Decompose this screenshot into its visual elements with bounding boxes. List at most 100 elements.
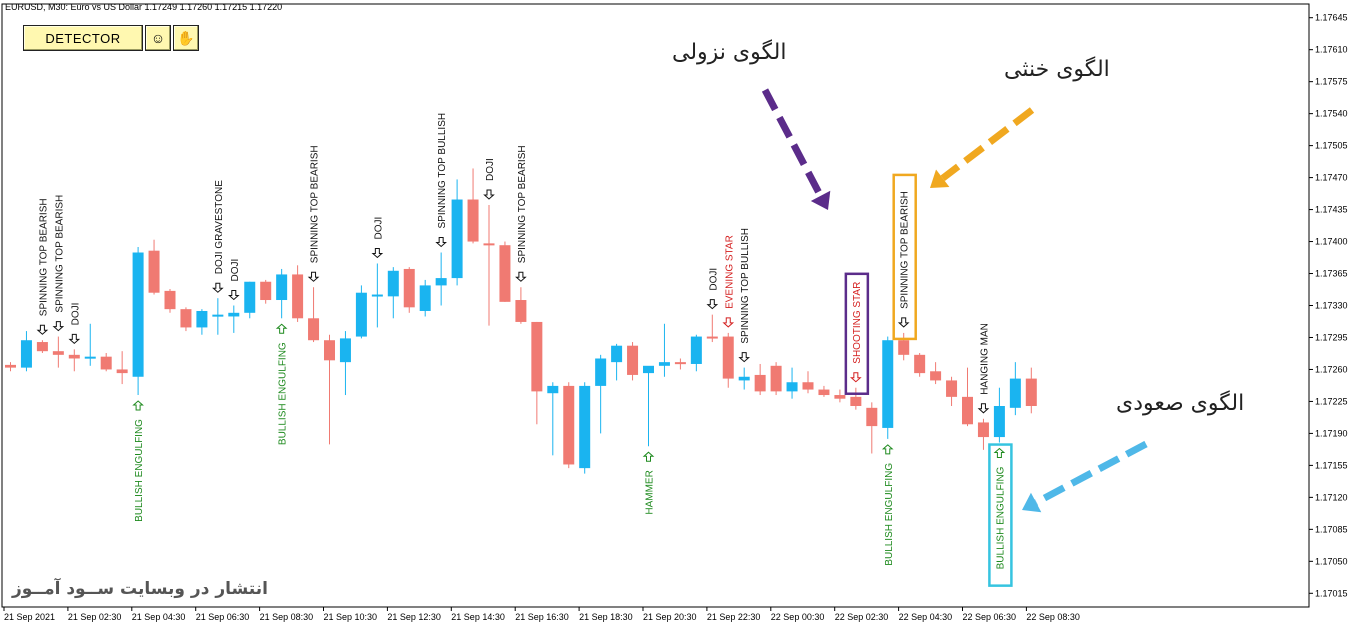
candle-body: [212, 314, 224, 317]
candle: [834, 389, 846, 403]
pattern-label: HAMMER: [642, 451, 656, 515]
candle: [483, 205, 495, 326]
pattern-text: SPINNING TOP BEARISH: [38, 198, 49, 316]
candle: [786, 367, 798, 399]
candle-body: [180, 309, 192, 328]
candle-body: [754, 374, 766, 392]
pattern-label: SPINNING TOP BULLISH: [738, 228, 751, 363]
candle-body: [770, 365, 782, 392]
bearish-pattern-title: الگوی نزولی: [672, 40, 787, 65]
candle-body: [339, 338, 351, 363]
hand-icon[interactable]: ✋: [173, 25, 199, 51]
candle-body: [993, 406, 1005, 438]
candle-body: [5, 364, 16, 368]
candle: [339, 331, 351, 396]
candle-body: [547, 385, 559, 394]
arrow-down-icon: [52, 321, 65, 332]
pattern-text: SPINNING TOP BEARISH: [310, 145, 321, 263]
candle: [993, 387, 1005, 443]
y-tick-label: 1.17260: [1315, 364, 1348, 374]
pattern-text: SPINNING TOP BEARISH: [900, 191, 911, 309]
pattern-label: BULLISH ENGULFING: [275, 323, 289, 445]
candle: [212, 298, 224, 335]
candle-body: [116, 369, 128, 374]
arrow-down-icon: [515, 271, 527, 282]
candle-body: [100, 356, 112, 370]
candle-body: [802, 382, 814, 390]
candle: [180, 307, 192, 332]
candle: [324, 334, 335, 445]
candle: [419, 279, 431, 317]
y-tick-label: 1.17470: [1315, 173, 1348, 183]
candle-body: [611, 345, 623, 363]
candle: [674, 358, 686, 370]
pattern-label: DOJI: [68, 303, 81, 345]
candle: [228, 305, 240, 333]
smiley-icon[interactable]: ☺: [145, 25, 171, 51]
neutral-pattern-title: الگوی خنثی: [1004, 57, 1110, 82]
pattern-text: SPINNING TOP BEARISH: [517, 145, 528, 263]
candle-body: [355, 292, 367, 337]
x-tick-label: 22 Sep 02:30: [835, 612, 889, 622]
arrow-down-icon: [738, 352, 751, 363]
pattern-label: SPINNING TOP BEARISH: [52, 195, 65, 332]
detector-button[interactable]: DETECTOR: [23, 25, 143, 51]
pattern-label: SPINNING TOP BEARISH: [892, 173, 917, 341]
candle-body: [977, 422, 989, 438]
candle-body: [467, 199, 479, 242]
pattern-text: SPINNING TOP BEARISH: [54, 195, 65, 313]
x-tick-label: 21 Sep 14:30: [451, 612, 505, 622]
candle-body: [276, 274, 288, 301]
candle: [722, 332, 734, 388]
candle: [515, 287, 527, 324]
y-tick-label: 1.17365: [1315, 269, 1348, 279]
candle: [611, 343, 623, 381]
y-tick-label: 1.17400: [1315, 237, 1348, 247]
y-tick-label: 1.17330: [1315, 301, 1348, 311]
arrow-down-icon: [977, 403, 990, 414]
arrow-down-icon: [706, 299, 719, 310]
candle: [962, 367, 973, 427]
pattern-label: DOJI: [483, 158, 496, 200]
y-tick-label: 1.17610: [1315, 45, 1348, 55]
pattern-label: SHOOTING STAR: [844, 272, 870, 395]
candle-body: [451, 199, 463, 279]
y-tick-label: 1.17050: [1315, 556, 1348, 566]
candle: [116, 351, 128, 385]
y-tick-label: 1.17085: [1315, 524, 1348, 534]
candle: [930, 362, 942, 385]
candle: [627, 342, 639, 381]
candle: [643, 365, 654, 447]
pattern-text: BULLISH ENGULFING: [278, 342, 289, 445]
pattern-label: DOJI: [706, 268, 719, 310]
pattern-highlight-box: [844, 272, 870, 395]
arrow-down-icon: [850, 372, 862, 383]
x-tick-label: 21 Sep 08:30: [260, 612, 314, 622]
candle-body: [483, 243, 495, 246]
x-tick-label: 21 Sep 04:30: [132, 612, 186, 622]
candle: [595, 354, 607, 434]
y-tick-label: 1.17575: [1315, 77, 1348, 87]
pattern-text: DOJI: [373, 217, 384, 240]
candle: [898, 332, 910, 361]
arrow-down-icon: [36, 324, 49, 335]
candle-body: [68, 354, 80, 359]
candle: [770, 362, 782, 396]
pattern-text: DOJI GRAVESTONE: [214, 180, 225, 274]
y-tick-label: 1.17225: [1315, 396, 1348, 406]
candle: [308, 287, 320, 343]
pattern-text: SPINNING TOP BULLISH: [740, 228, 751, 344]
candle-body: [627, 345, 639, 375]
arrow-down-icon: [227, 290, 240, 301]
candle-body: [371, 294, 383, 297]
candle: [467, 168, 479, 244]
watermark: انتشار در وبسایت ســود آمــوز: [12, 579, 268, 599]
y-tick-label: 1.17155: [1315, 460, 1348, 470]
pattern-label: HANGING MAN: [977, 323, 990, 414]
pattern-label: DOJI: [227, 259, 241, 301]
candle-body: [563, 385, 575, 465]
pattern-label: BULLISH ENGULFING: [988, 443, 1013, 587]
candle-body: [850, 396, 862, 406]
candle: [977, 418, 989, 450]
